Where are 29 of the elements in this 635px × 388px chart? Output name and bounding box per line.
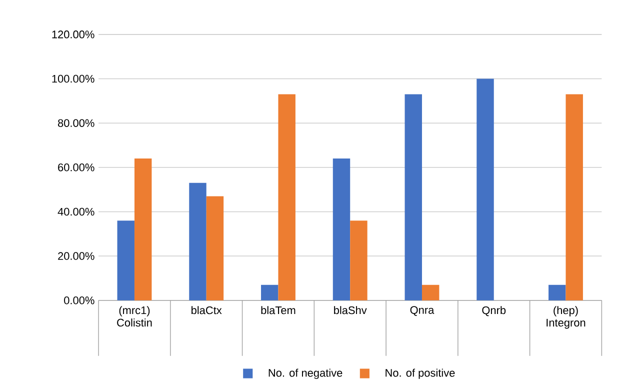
y-tick-label: 100.00%: [52, 74, 94, 82]
x-tick-label: blaTem: [261, 306, 296, 314]
x-tick-label: Qnra: [410, 306, 434, 316]
bar: [278, 94, 296, 300]
bar: [548, 284, 566, 300]
y-tick-label: 0.00%: [64, 296, 94, 304]
bar: [134, 158, 152, 300]
y-tick-label: 80.00%: [58, 119, 94, 127]
bar: [332, 158, 350, 300]
bar: [206, 196, 224, 300]
x-tick-label: Qnrb: [482, 306, 506, 316]
bar: [566, 94, 583, 300]
bar: [189, 182, 206, 300]
y-tick-label: 20.00%: [58, 252, 94, 260]
bar: [117, 220, 134, 300]
x-tick-label: blaCtx: [192, 306, 222, 314]
legend-label: No. of positive: [386, 368, 455, 379]
x-tick-label: (mrc1) Colistin: [117, 306, 152, 326]
y-tick-label: 40.00%: [58, 208, 94, 216]
y-tick-label: 60.00%: [58, 163, 94, 172]
bar: [404, 94, 422, 300]
bar: [422, 284, 440, 300]
bar: [350, 220, 368, 300]
x-tick-label: blaShv: [334, 306, 367, 314]
bar: [261, 284, 278, 300]
y-tick-label: 120.00%: [52, 30, 94, 38]
bar: [476, 78, 494, 300]
legend-label: No. of negative: [268, 368, 342, 379]
x-tick-label: (hep) Integron: [546, 306, 586, 329]
